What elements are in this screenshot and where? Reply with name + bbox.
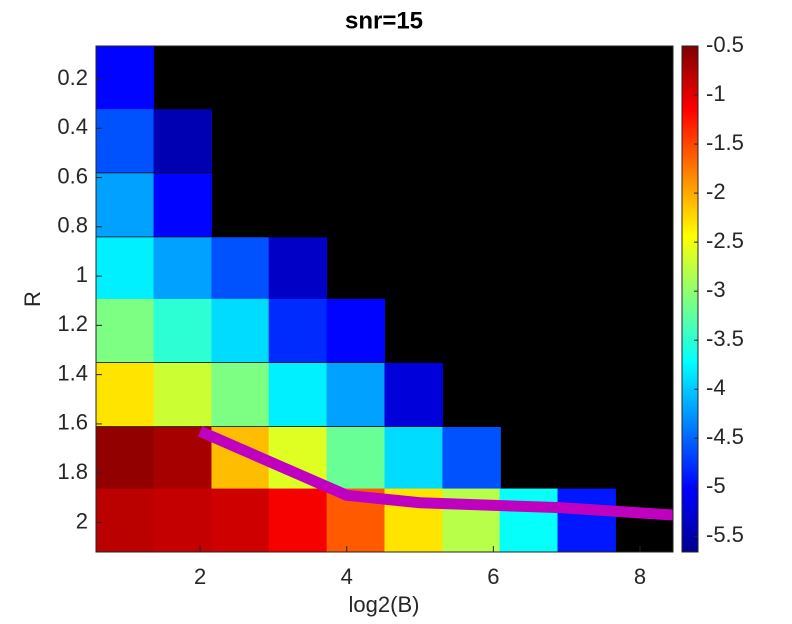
colorbar-tick-label: -1.5: [706, 130, 744, 155]
heatmap-cell: [268, 237, 328, 301]
y-tick-label: 2: [76, 508, 88, 533]
y-tick-label: 1: [76, 262, 88, 287]
heatmap-cell: [95, 488, 155, 552]
y-tick-label: 0.4: [57, 114, 88, 139]
colorbar-tick-label: -3: [706, 277, 726, 302]
x-axis-label: log2(B): [349, 592, 420, 617]
heatmap-cell: [442, 426, 501, 491]
heatmap-cell: [326, 362, 385, 427]
x-tick-label: 6: [487, 564, 499, 589]
colorbar-tick-label: -5.5: [706, 522, 744, 547]
heatmap-cell: [153, 237, 212, 301]
heatmap-cell: [384, 426, 443, 491]
heatmap-cell: [95, 46, 155, 110]
heatmap-cell: [95, 426, 155, 491]
chart-title: snr=15: [345, 7, 423, 34]
x-tick-label: 2: [194, 564, 206, 589]
colorbar-tick-label: -0.5: [706, 32, 744, 57]
colorbar-tick-label: -5: [706, 473, 726, 498]
heatmap-cell: [153, 362, 212, 427]
x-tick-label: 8: [634, 564, 646, 589]
heatmap-cell: [153, 173, 212, 237]
colorbar-tick-label: -1: [706, 81, 726, 106]
heatmap-cell: [211, 237, 270, 301]
heatmap-cell: [268, 362, 328, 427]
y-tick-label: 0.8: [57, 213, 88, 238]
heatmap-cell: [557, 488, 616, 552]
heatmap-cell: [326, 426, 385, 491]
y-tick-label: 1.2: [57, 311, 88, 336]
heatmap-cell: [211, 488, 270, 552]
heatmap-cell: [268, 488, 328, 552]
heatmap-cell: [95, 109, 155, 173]
heatmap-cell: [95, 298, 155, 363]
heatmap-cell: [153, 298, 212, 363]
heatmap-cell: [268, 298, 328, 363]
colorbar-tick-label: -4.5: [706, 424, 744, 449]
heatmap-cell: [95, 362, 155, 427]
heatmap-cell: [384, 362, 443, 427]
colorbar: [681, 45, 699, 553]
heatmap-cell: [95, 237, 155, 301]
colorbar-tick-label: -3.5: [706, 326, 744, 351]
y-tick-label: 1.6: [57, 410, 88, 435]
heatmap-cell: [499, 488, 559, 552]
heatmap-cell: [95, 173, 155, 237]
y-tick-label: 0.6: [57, 163, 88, 188]
heatmap-cell: [442, 488, 501, 552]
y-axis-label: R: [20, 291, 45, 307]
overlay-line: [197, 426, 674, 521]
heatmap-cell: [326, 298, 385, 363]
heatmap-cell: [211, 298, 270, 363]
heatmap-cell: [153, 488, 212, 552]
colorbar-tick-label: -2.5: [706, 228, 744, 253]
y-tick-label: 0.2: [57, 65, 88, 90]
x-tick-label: 4: [341, 564, 353, 589]
heatmap-cell: [211, 362, 270, 427]
axes-frame: [95, 45, 674, 553]
colorbar-tick-label: -2: [706, 179, 726, 204]
colorbar-tick-label: -4: [706, 375, 726, 400]
heatmap-cell: [153, 109, 212, 173]
y-tick-label: 1.8: [57, 459, 88, 484]
y-tick-label: 1.4: [57, 360, 88, 385]
